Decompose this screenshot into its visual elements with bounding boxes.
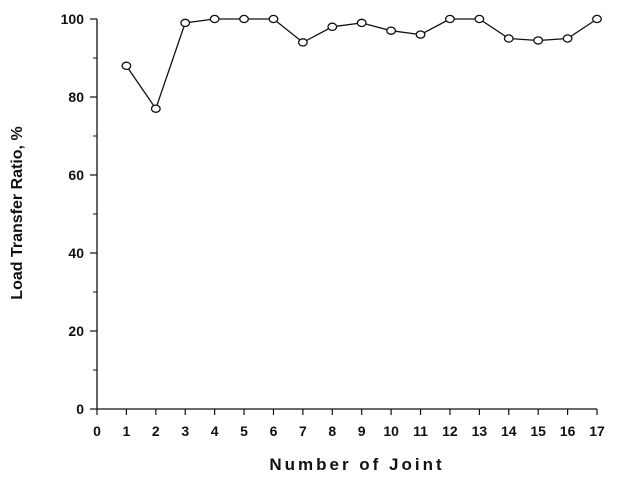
- x-axis-title: Number of Joint: [269, 455, 444, 474]
- data-point-marker: [327, 22, 338, 32]
- y-tick-label: 20: [68, 323, 84, 339]
- data-point-marker: [503, 34, 514, 43]
- x-tick-label: 5: [240, 423, 248, 439]
- x-tick-label: 10: [383, 423, 399, 439]
- series-group: [121, 14, 602, 113]
- data-point-marker: [386, 26, 397, 35]
- y-tick-label: 60: [68, 167, 84, 183]
- ticks: [90, 18, 598, 415]
- y-tick-label: 80: [68, 89, 84, 105]
- data-point-marker: [356, 18, 367, 28]
- data-point-marker: [444, 14, 455, 24]
- y-tick-label: 0: [76, 401, 84, 417]
- data-point-marker: [150, 104, 161, 113]
- data-point-marker: [562, 34, 573, 43]
- x-tick-label: 6: [270, 423, 278, 439]
- x-tick-label: 11: [413, 423, 428, 439]
- data-point-marker: [121, 61, 132, 71]
- x-tick-label: 7: [299, 423, 307, 439]
- x-tick-label: 15: [530, 423, 546, 439]
- data-point-marker: [533, 36, 544, 45]
- x-tick-label: 3: [181, 423, 189, 439]
- x-tick-label: 2: [152, 423, 160, 439]
- y-tick-label: 100: [61, 11, 85, 27]
- y-axis-title: Load Transfer Ratio, %: [9, 126, 26, 299]
- data-point-marker: [474, 14, 485, 24]
- data-point-marker: [268, 14, 279, 24]
- x-tick-label: 0: [93, 423, 101, 439]
- x-tick-label: 8: [328, 423, 336, 439]
- data-point-marker: [415, 30, 426, 39]
- data-point-marker: [209, 14, 220, 24]
- data-point-marker: [592, 14, 602, 24]
- series-line: [125, 18, 598, 111]
- x-tick-label: 4: [211, 423, 219, 439]
- x-tick-label: 12: [442, 423, 458, 439]
- x-tick-label: 14: [501, 423, 517, 439]
- x-tick-label: 17: [589, 423, 605, 439]
- x-tick-label: 1: [123, 423, 131, 439]
- x-tick-label: 13: [472, 423, 488, 439]
- x-tick-label: 9: [358, 423, 366, 439]
- axes: [96, 19, 597, 410]
- data-point-marker: [239, 14, 250, 24]
- y-tick-label: 40: [68, 245, 84, 261]
- data-point-marker: [180, 18, 191, 28]
- data-point-marker: [297, 38, 308, 47]
- x-tick-label: 16: [560, 423, 576, 439]
